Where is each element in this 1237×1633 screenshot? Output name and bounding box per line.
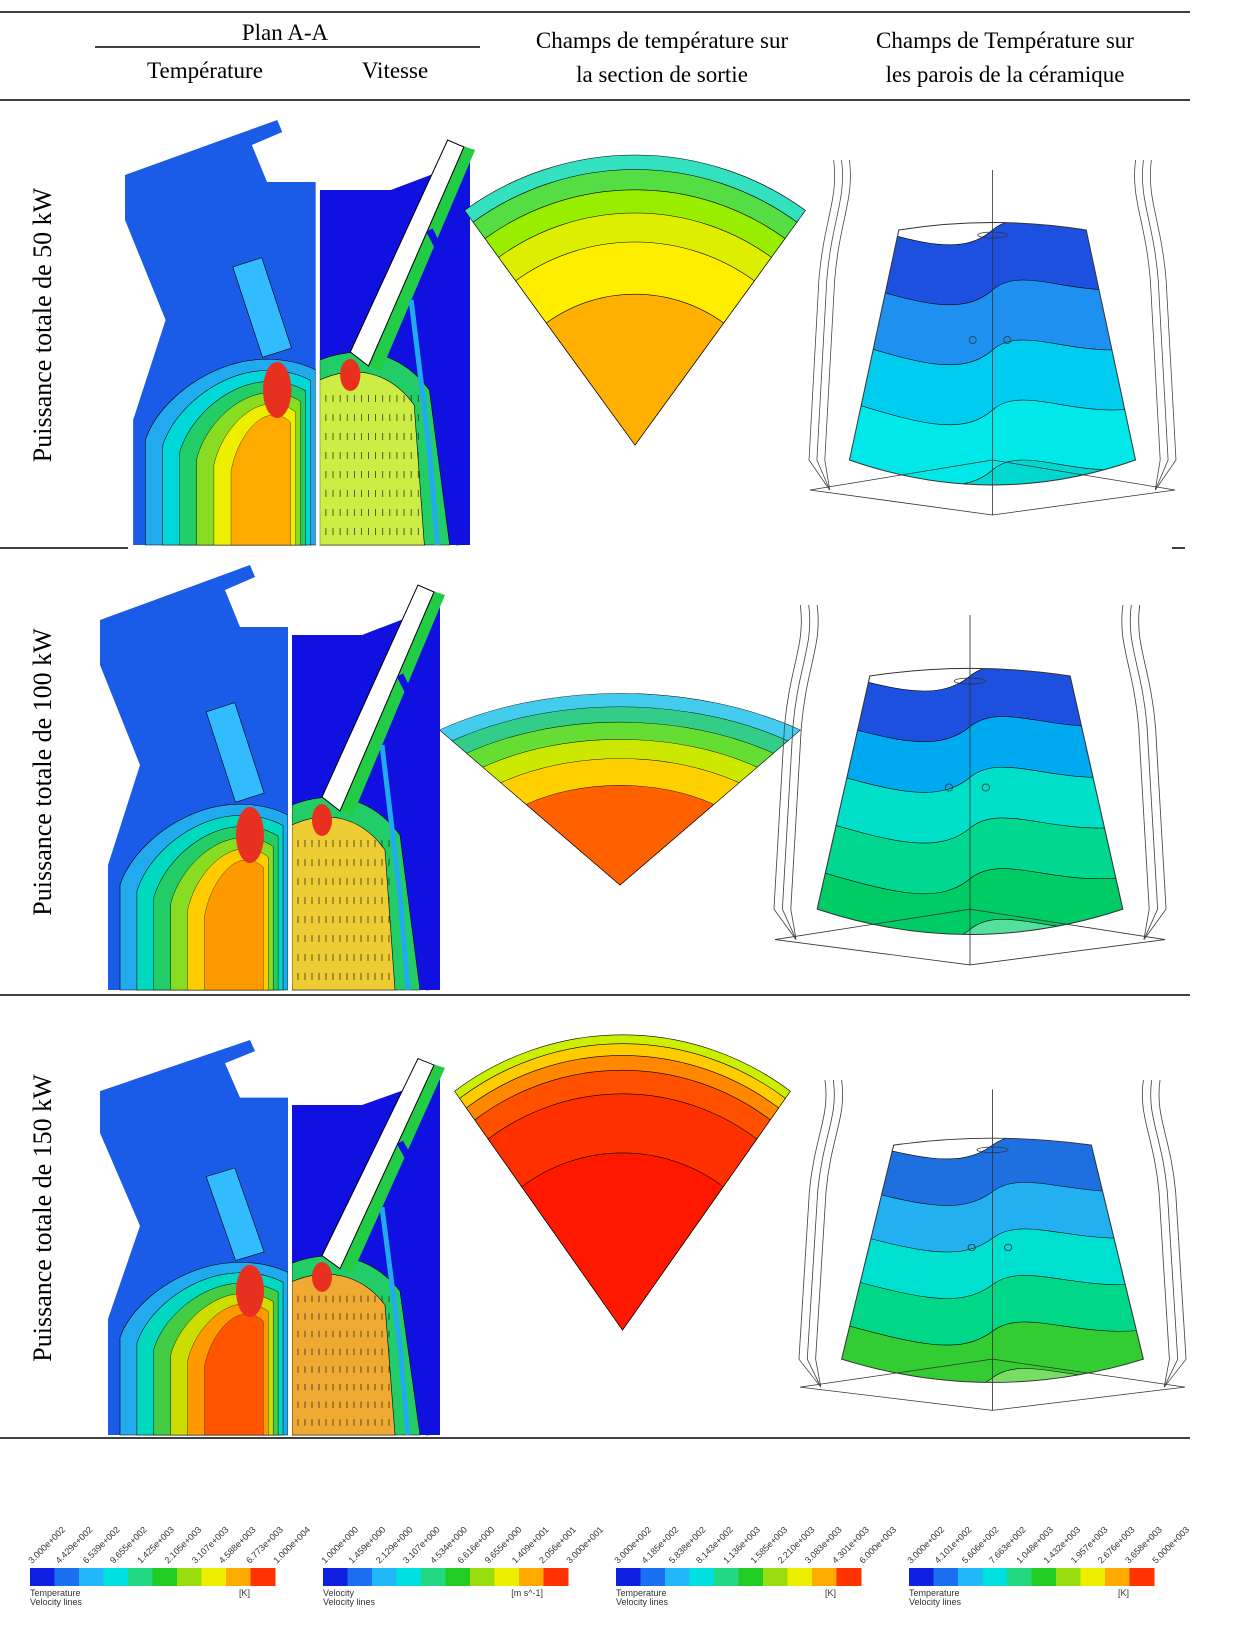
colorbar-segment: [837, 1568, 862, 1586]
outlet-header: Champs de température sur: [536, 28, 789, 53]
colorbar-segment: [641, 1568, 666, 1586]
colorbar-segment: [1056, 1568, 1081, 1586]
hot-spot: [340, 359, 360, 391]
walls-header: Champs de Température sur: [876, 28, 1134, 53]
walls-header: les parois de la céramique: [886, 62, 1125, 87]
colorbar-segment: [226, 1568, 251, 1586]
outlet-contour: [546, 294, 723, 445]
panel: [774, 605, 1166, 970]
panel: [440, 693, 801, 885]
colorbar-segment: [909, 1568, 934, 1586]
colorbar-segment: [1105, 1568, 1130, 1586]
colorbar-segment: [446, 1568, 471, 1586]
colorbar-segment: [55, 1568, 80, 1586]
colorbar-segment: [788, 1568, 813, 1586]
row-label: Puissance totale de 150 kW: [28, 1074, 57, 1362]
figure: Plan A-A Température Vitesse Champs de t…: [0, 0, 1237, 1633]
wireframe: [1135, 160, 1161, 490]
wireframe: [782, 605, 809, 940]
legend-subtitle: Velocity lines: [323, 1597, 376, 1607]
hot-spot: [312, 804, 332, 836]
velocity-header: Vitesse: [362, 58, 428, 83]
colorbar-segment: [934, 1568, 959, 1586]
colorbar-segment: [958, 1568, 983, 1586]
colorbar-segment: [1130, 1568, 1155, 1586]
colorbar-segment: [690, 1568, 715, 1586]
row-label: Puissance totale de 50 kW: [28, 187, 57, 462]
velocity-contour: [292, 1274, 395, 1435]
colorbar-segment: [495, 1568, 520, 1586]
panel: [455, 1035, 791, 1330]
outlet-contour: [526, 785, 714, 885]
colorbar-segment: [128, 1568, 153, 1586]
plan-title: Plan A-A: [242, 20, 329, 45]
panel: [809, 160, 1176, 520]
colorbar-segment: [202, 1568, 227, 1586]
velocity-contour: [292, 817, 395, 990]
wireframe: [1151, 1080, 1178, 1387]
wireframe: [1130, 605, 1157, 940]
colorbar-segment: [421, 1568, 446, 1586]
colorbar-segment: [79, 1568, 104, 1586]
panel: [100, 565, 445, 990]
colorbar-segment: [544, 1568, 569, 1586]
wireframe: [1142, 160, 1168, 490]
wireframe: [799, 1080, 826, 1387]
page: {"header":{"plan":"Plan A-A","temperatur…: [0, 0, 1237, 1633]
row-label: Puissance totale de 100 kW: [28, 628, 57, 916]
wireframe: [774, 605, 801, 940]
colorbar-segment: [397, 1568, 422, 1586]
colorbar-segment: [323, 1568, 348, 1586]
legend-subtitle: Velocity lines: [30, 1597, 83, 1607]
wireframe: [1142, 1080, 1169, 1387]
panel: [125, 120, 475, 545]
colorbar-segment: [470, 1568, 495, 1586]
temp-header: Température: [147, 58, 263, 83]
colorbar-segment: [983, 1568, 1008, 1586]
colorbar-segment: [1032, 1568, 1057, 1586]
wireframe: [816, 1080, 843, 1387]
legend-unit: [K]: [1118, 1588, 1129, 1598]
wireframe: [1139, 605, 1166, 940]
legend-unit: [K]: [239, 1588, 250, 1598]
colorbar-segment: [30, 1568, 55, 1586]
colorbar-segment: [714, 1568, 739, 1586]
colorbar-segment: [519, 1568, 544, 1586]
wireframe: [1122, 605, 1149, 940]
legend-subtitle: Velocity lines: [616, 1597, 669, 1607]
colorbar-segment: [372, 1568, 397, 1586]
hot-spot: [312, 1262, 332, 1292]
colorbar-segment: [739, 1568, 764, 1586]
wireframe: [807, 1080, 834, 1387]
colorbar-segment: [763, 1568, 788, 1586]
panel: [465, 155, 806, 445]
wireframe: [817, 160, 843, 490]
colorbar-segment: [812, 1568, 837, 1586]
hot-spot: [263, 362, 291, 418]
velocity-contour: [320, 372, 425, 545]
colorbar-segment: [177, 1568, 202, 1586]
colorbar-segment: [1007, 1568, 1032, 1586]
outlet-contour: [522, 1153, 724, 1330]
legend-unit: [m s^-1]: [511, 1588, 543, 1598]
colorbar-segment: [251, 1568, 276, 1586]
wireframe: [809, 160, 835, 490]
colorbar-segment: [104, 1568, 129, 1586]
legend-subtitle: Velocity lines: [909, 1597, 962, 1607]
colorbar-segment: [348, 1568, 373, 1586]
outlet-header: la section de sortie: [576, 62, 748, 87]
colorbar-segment: [616, 1568, 641, 1586]
wireframe: [825, 160, 851, 490]
colorbar-segment: [665, 1568, 690, 1586]
wireframe: [1150, 160, 1176, 490]
hot-spot: [236, 1265, 264, 1317]
colorbar-segment: [1081, 1568, 1106, 1586]
panel: [799, 1080, 1186, 1415]
legend-unit: [K]: [825, 1588, 836, 1598]
wireframe: [1159, 1080, 1186, 1387]
colorbar-segment: [153, 1568, 178, 1586]
wireframe: [791, 605, 818, 940]
hot-spot: [236, 807, 264, 863]
panel: [100, 1040, 445, 1435]
